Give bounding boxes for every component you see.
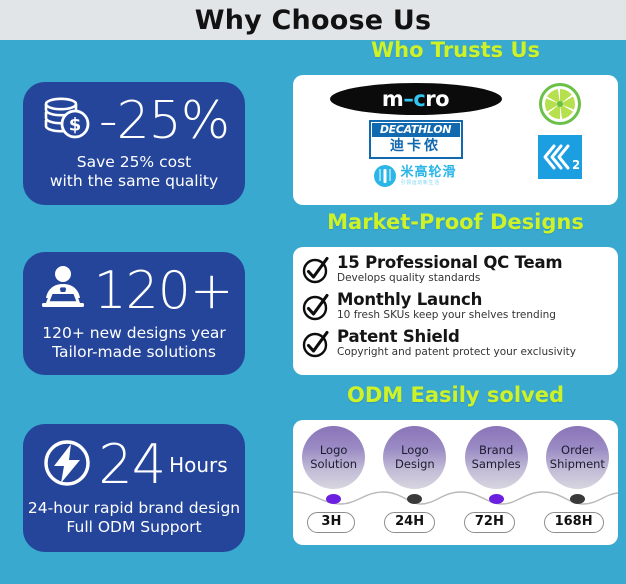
stat-caption-line-2: with the same quality [49, 171, 219, 190]
odm-step-bubbles: Logo Solution Logo Design Brand Samples [293, 426, 618, 489]
check-item-subtitle: 10 fresh SKUs keep your shelves trending [337, 309, 556, 322]
sections-column: Who Trusts Us m–cro DECATHLON 迪卡侬 [285, 40, 626, 584]
odm-time-pill: 72H [463, 512, 515, 534]
logo-column-left: m–cro DECATHLON 迪卡侬 米高轮滑 引领运动新生活 [323, 83, 508, 187]
odm-wave-dot [569, 494, 585, 504]
odm-flow: Logo Solution Logo Design Brand Samples [293, 420, 618, 545]
odm-step-bubble: Logo Solution [302, 426, 366, 489]
micro-logo: m–cro [329, 83, 502, 115]
section-market-proof: Market-Proof Designs 15 Professional QC … [285, 212, 626, 388]
stat-value-discount: -25% [98, 90, 230, 151]
lime-wheel-logo [539, 83, 581, 125]
odm-step-line-2: Design [395, 456, 435, 471]
market-checklist-panel: 15 Professional QC Team Develops quality… [293, 247, 618, 375]
odm-wave-dot [326, 494, 342, 504]
migao-logo-text: 米高轮滑 引领运动新生活 [400, 166, 456, 186]
stat-card-discount-top: $ -25% [33, 95, 235, 147]
decathlon-logo-cn: 迪卡侬 [390, 138, 441, 154]
odm-time-pill: 24H [384, 512, 436, 534]
stat-caption-line-2: Tailor-made solutions [52, 342, 216, 361]
check-item-title: Monthly Launch [337, 290, 483, 309]
check-item-subtitle: Copyright and patent protect your exclus… [337, 346, 576, 359]
check-list-item: Patent Shield Copyright and patent prote… [301, 328, 610, 363]
chevron-two-logo-text: 2 [572, 158, 579, 172]
stat-card-designs: 120+ 120+ new designs year Tailor-made s… [23, 252, 245, 375]
stat-unit-turnaround: Hours [169, 453, 228, 478]
check-list: 15 Professional QC Team Develops quality… [293, 247, 618, 369]
odm-time-pill: 168H [543, 512, 604, 534]
stats-column: $ -25% Save 25% cost with the same quali… [0, 40, 282, 584]
stat-card-designs-top: 120+ [33, 264, 235, 318]
infographic-body: $ -25% Save 25% cost with the same quali… [0, 40, 626, 584]
odm-wave-dot [488, 494, 504, 504]
check-item-title: 15 Professional QC Team [337, 253, 563, 272]
micro-logo-text: m–cro [381, 86, 450, 111]
stat-value-turnaround: 24 [98, 433, 166, 497]
svg-text:$: $ [69, 114, 82, 135]
section-odm: ODM Easily solved Logo Solution Logo Des… [285, 385, 626, 565]
check-item-subtitle: Develops quality standards [337, 272, 481, 285]
odm-step-line-1: Logo [319, 442, 348, 457]
migao-mark-icon [374, 165, 397, 187]
logo-grid: m–cro DECATHLON 迪卡侬 米高轮滑 引领运动新生活 [293, 75, 618, 205]
check-item-title: Patent Shield [337, 327, 460, 346]
stat-caption-line-1: 24-hour rapid brand design [27, 499, 241, 518]
check-list-item-body: Patent Shield Copyright and patent prote… [337, 328, 576, 358]
odm-step-line-1: Brand [478, 442, 514, 457]
decathlon-logo-text: DECATHLON [371, 123, 460, 137]
odm-time-pill: 3H [307, 512, 356, 534]
check-circle-icon [301, 255, 331, 289]
decathlon-logo: DECATHLON 迪卡侬 [368, 120, 463, 159]
odm-step-line-2: Samples [471, 456, 521, 471]
odm-step-bubble: Brand Samples [464, 426, 528, 489]
odm-flow-panel: Logo Solution Logo Design Brand Samples [293, 420, 618, 545]
migao-logo: 米高轮滑 引领运动新生活 [323, 165, 508, 187]
section-heading-trust: Who Trusts Us [370, 38, 541, 62]
odm-step-line-2: Shipment [549, 456, 605, 471]
stat-caption-line-2: Full ODM Support [66, 518, 202, 536]
odm-step-line-1: Order [561, 442, 594, 457]
section-heading-market: Market-Proof Designs [327, 210, 584, 234]
odm-step-line-2: Solution [310, 456, 358, 471]
coins-dollar-icon: $ [39, 95, 95, 147]
stat-value-designs: 120+ [93, 260, 234, 321]
stat-card-discount-caption: Save 25% cost with the same quality [50, 153, 218, 191]
designer-at-desk-icon [36, 264, 90, 318]
section-heading-odm: ODM Easily solved [347, 383, 564, 407]
stat-card-turnaround-top: 24 Hours [33, 437, 235, 493]
stat-caption-line-1: 120+ new designs year [42, 323, 226, 342]
odm-wave-dots [293, 494, 618, 504]
trust-logos-panel: m–cro DECATHLON 迪卡侬 米高轮滑 引领运动新生活 [293, 75, 618, 205]
check-circle-icon [301, 329, 331, 363]
stat-card-discount: $ -25% Save 25% cost with the same quali… [23, 82, 245, 205]
odm-step-bubble: Logo Design [383, 426, 447, 489]
chevron-two-logo: 2 [538, 135, 582, 179]
logo-column-right: 2 [520, 83, 600, 179]
migao-logo-cn: 米高轮滑 [400, 165, 457, 180]
odm-time-pills: 3H 24H 72H 168H [293, 512, 618, 534]
odm-step-line-1: Logo [401, 442, 429, 457]
migao-logo-sub: 引领运动新生活 [400, 180, 440, 186]
check-list-item: Monthly Launch 10 fresh SKUs keep your s… [301, 291, 610, 326]
check-list-item-body: Monthly Launch 10 fresh SKUs keep your s… [337, 291, 556, 321]
stat-card-turnaround-caption: 24-hour rapid brand design Full ODM Supp… [28, 499, 240, 537]
page-header: Why Choose Us [0, 0, 626, 40]
odm-wave-dot [407, 494, 423, 504]
odm-step-bubble: Order Shipment [545, 426, 609, 489]
stat-caption-line-1: Save 25% cost [76, 152, 192, 171]
page-title: Why Choose Us [194, 4, 432, 36]
stat-card-turnaround: 24 Hours 24-hour rapid brand design Full… [23, 424, 245, 552]
lightning-bolt-icon [40, 437, 94, 493]
section-who-trusts-us: Who Trusts Us m–cro DECATHLON 迪卡侬 [285, 40, 626, 218]
check-circle-icon [301, 292, 331, 326]
stat-card-designs-caption: 120+ new designs year Tailor-made soluti… [42, 324, 225, 362]
check-list-item-body: 15 Professional QC Team Develops quality… [337, 253, 563, 285]
check-list-item: 15 Professional QC Team Develops quality… [301, 254, 610, 289]
